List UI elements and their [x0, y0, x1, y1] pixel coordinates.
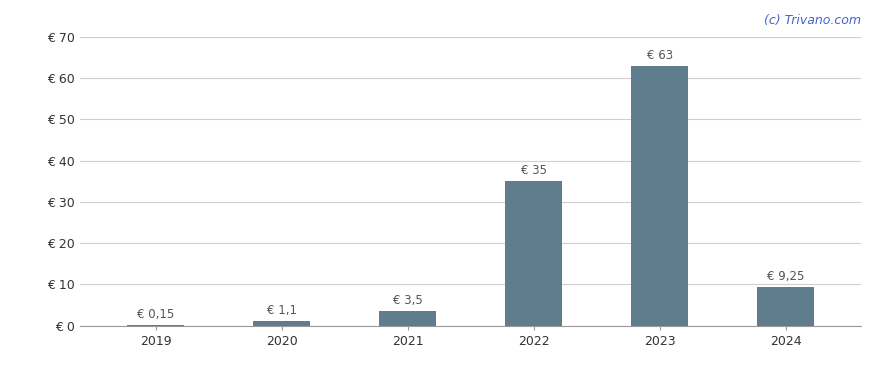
Text: € 63: € 63 — [646, 48, 673, 61]
Bar — [505, 181, 562, 326]
Bar — [631, 66, 688, 326]
Text: (c) Trivano.com: (c) Trivano.com — [765, 14, 861, 27]
Text: € 35: € 35 — [520, 164, 547, 177]
Text: € 9,25: € 9,25 — [767, 270, 805, 283]
Text: € 3,5: € 3,5 — [392, 294, 423, 307]
Bar — [379, 311, 436, 326]
Bar — [253, 321, 310, 326]
Text: € 0,15: € 0,15 — [137, 307, 174, 321]
Text: € 1,1: € 1,1 — [266, 304, 297, 317]
Bar — [127, 325, 184, 326]
Bar — [757, 287, 814, 326]
